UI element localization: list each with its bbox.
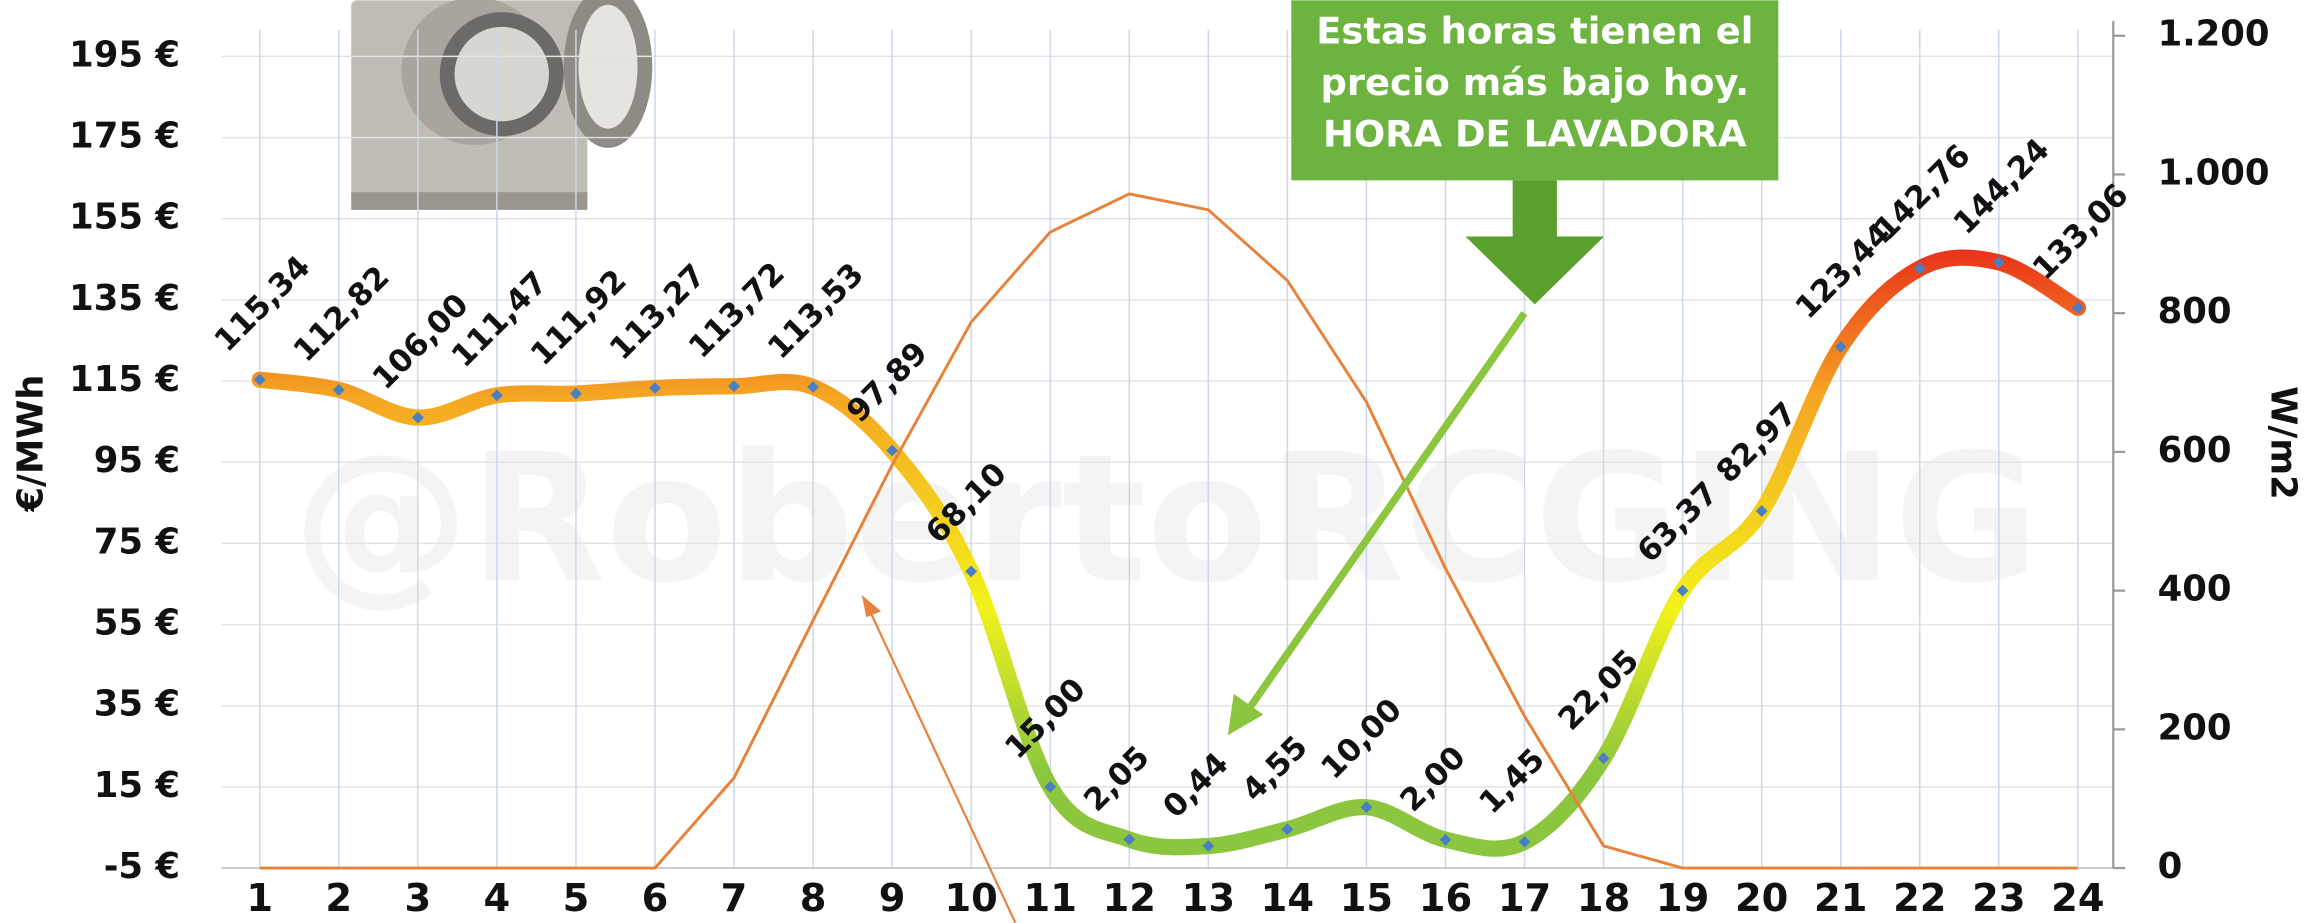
x-tick-label: 18 <box>1577 876 1630 921</box>
x-tick-label: 16 <box>1419 876 1472 921</box>
y2-tick-label: 1.000 <box>2158 152 2270 193</box>
y2-axis-label: W/m2 <box>2263 386 2304 500</box>
data-label: 2,00 <box>1393 739 1473 819</box>
x-tick-label: 4 <box>484 876 511 921</box>
y-tick-label: 95 € <box>94 440 180 481</box>
x-tick-label: 11 <box>1024 876 1077 921</box>
data-label: 0,44 <box>1156 746 1236 826</box>
y2-tick-label: 400 <box>2158 569 2232 610</box>
y2-tick-label: 200 <box>2158 707 2232 748</box>
y2-tick-label: 1.200 <box>2158 14 2270 55</box>
x-tick-label: 3 <box>404 876 431 921</box>
y-tick-label: 135 € <box>69 278 180 319</box>
x-tick-label: 2 <box>325 876 352 921</box>
y-tick-label: 75 € <box>94 521 180 562</box>
x-tick-label: 21 <box>1814 876 1867 921</box>
annotation-line: precio más bajo hoy. <box>1320 61 1749 104</box>
x-tick-label: 17 <box>1498 876 1551 921</box>
y-tick-label: 35 € <box>94 684 180 725</box>
data-label: 133,06 <box>2026 177 2136 287</box>
chart: @RobertoRCGING -5 €15 €35 €55 €75 €95 €1… <box>0 0 2314 923</box>
x-tick-label: 12 <box>1103 876 1156 921</box>
annotation-line: HORA DE LAVADORA <box>1323 113 1747 156</box>
y-tick-label: -5 € <box>104 846 180 887</box>
y-tick-label: 195 € <box>69 34 180 75</box>
y-tick-label: 155 € <box>69 197 180 238</box>
y-tick-label: 55 € <box>94 603 180 644</box>
y2-tick-label: 600 <box>2158 430 2232 471</box>
y-tick-label: 15 € <box>94 765 180 806</box>
x-tick-label: 9 <box>879 876 906 921</box>
y2-tick-label: 0 <box>2158 846 2183 887</box>
x-tick-label: 20 <box>1735 876 1788 921</box>
data-label: 4,55 <box>1235 729 1315 809</box>
x-tick-label: 10 <box>944 876 997 921</box>
x-tick-label: 23 <box>1972 876 2025 921</box>
y-tick-label: 115 € <box>69 359 180 400</box>
x-tick-label: 1 <box>246 876 273 921</box>
x-tick-label: 5 <box>563 876 590 921</box>
x-tick-label: 7 <box>721 876 748 921</box>
x-tick-label: 24 <box>2051 876 2104 921</box>
x-tick-label: 22 <box>1893 876 1946 921</box>
data-label: 2,05 <box>1077 739 1157 819</box>
y2-tick-label: 800 <box>2158 291 2232 332</box>
x-tick-label: 6 <box>642 876 669 921</box>
y-tick-label: 175 € <box>69 116 180 157</box>
x-tick-label: 14 <box>1261 876 1314 921</box>
y-axis-label: €/MWh <box>10 375 51 513</box>
annotation-line: Estas horas tienen el <box>1316 9 1753 52</box>
washing-machine <box>351 0 652 210</box>
x-tick-label: 19 <box>1656 876 1709 921</box>
x-tick-label: 8 <box>800 876 827 921</box>
x-tick-label: 13 <box>1182 876 1235 921</box>
data-label: 1,45 <box>1472 742 1552 822</box>
x-tick-label: 15 <box>1340 876 1393 921</box>
